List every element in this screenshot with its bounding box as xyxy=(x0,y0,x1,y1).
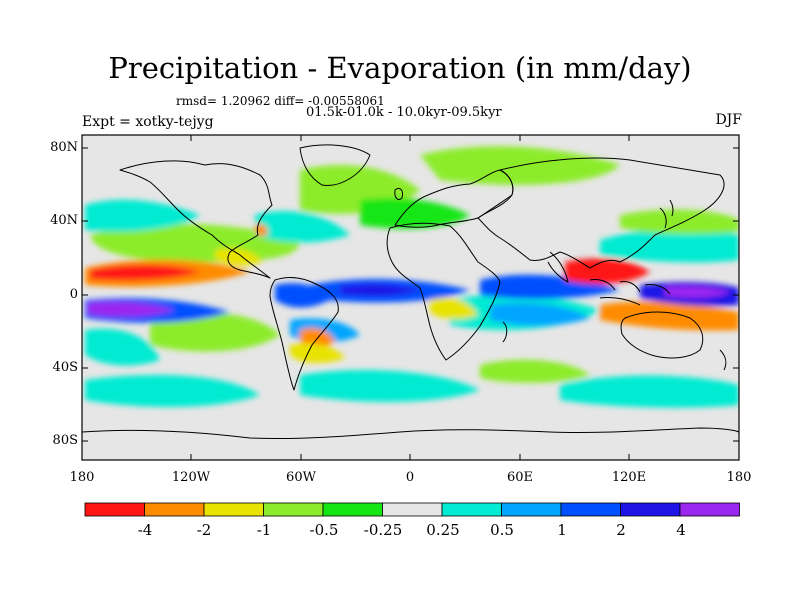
colorbar-label: -0.25 xyxy=(363,521,403,539)
coast-newzealand xyxy=(719,349,727,371)
colorbar-label: 4 xyxy=(676,521,686,539)
patch-npac-cyan xyxy=(85,199,200,232)
lon-label-60e: 60E xyxy=(506,470,534,485)
patch-spac-green xyxy=(150,312,280,352)
patch-sh-green xyxy=(480,359,590,383)
patch-sh-cyan-2 xyxy=(300,370,480,402)
patch-africa-yellow xyxy=(430,298,478,320)
coast-madagascar xyxy=(502,321,508,343)
patch-europe-green xyxy=(360,198,470,229)
coast-south-america xyxy=(269,277,339,391)
colorbar-label: 0.25 xyxy=(426,521,460,539)
lon-label-0: 0 xyxy=(405,470,415,485)
colorbar-label: 0.5 xyxy=(490,521,514,539)
coast-india xyxy=(547,251,569,283)
patch-amazon-blue xyxy=(275,283,330,308)
coast-uk xyxy=(394,187,403,201)
coast-greenland xyxy=(299,144,371,186)
colorbar-label: -0.5 xyxy=(309,521,339,539)
colorbar-swatch xyxy=(84,502,145,517)
patch-wpac-cyan xyxy=(600,228,739,263)
field-patches xyxy=(85,146,739,408)
colorbar-label: -1 xyxy=(256,521,272,539)
lat-label-0: 0 xyxy=(69,287,78,302)
lon-label-60w: 60W xyxy=(286,470,316,485)
patch-sh-cyan-3 xyxy=(560,375,739,408)
patch-usa-orange xyxy=(255,224,268,237)
colorbar-swatch xyxy=(441,502,502,517)
stats-line: rmsd= 1.20962 diff= -0.00558061 xyxy=(176,94,385,108)
period-line: 01.5k-01.0k - 10.0kyr-09.5kyr xyxy=(306,105,502,120)
colorbar-swatch xyxy=(322,502,383,517)
colorbar-swatch xyxy=(382,502,443,517)
patch-brazil-yellow xyxy=(290,343,345,363)
patch-sh-cyan-1 xyxy=(85,375,260,407)
coastlines xyxy=(82,144,739,440)
colorbar-swatch xyxy=(560,502,621,517)
lat-label-40s: 40S xyxy=(52,360,78,375)
colorbar-label: -4 xyxy=(137,521,153,539)
lon-label-120e: 120E xyxy=(611,470,647,485)
lat-label-80n: 80N xyxy=(50,140,78,155)
patch-mex-yellow xyxy=(215,248,262,266)
lon-label-120w: 120W xyxy=(171,470,211,485)
colorbar-swatch xyxy=(144,502,205,517)
colorbar-swatch xyxy=(263,502,324,517)
patch-pac-south-purple xyxy=(88,301,175,317)
colorbar-swatch xyxy=(203,502,264,517)
colorbar-swatch xyxy=(679,502,740,517)
patch-indo-red-2 xyxy=(600,301,739,331)
patch-wpac-green xyxy=(620,209,739,234)
patch-pac-north-red-core xyxy=(90,264,200,281)
patch-indo-red xyxy=(565,258,650,284)
coast-asia xyxy=(477,157,725,269)
coast-africa xyxy=(386,222,501,361)
patch-wpac-purple xyxy=(665,286,730,298)
colorbar-label: 1 xyxy=(557,521,567,539)
colorbar-swatch xyxy=(620,502,681,517)
map-field xyxy=(82,135,739,460)
coast-indonesia xyxy=(589,279,671,306)
colorbar-label: -2 xyxy=(196,521,212,539)
lat-label-80s: 80S xyxy=(52,433,78,448)
coast-australia xyxy=(620,311,704,359)
patch-atl-purple xyxy=(340,283,420,296)
tick-marks xyxy=(82,135,739,460)
season-label: DJF xyxy=(715,112,742,128)
patch-natl-cyan xyxy=(255,211,350,243)
lat-label-40n: 40N xyxy=(50,213,78,228)
colorbar-label: 2 xyxy=(616,521,626,539)
coast-japan xyxy=(659,199,674,229)
patch-spac-cyan xyxy=(85,328,160,366)
coast-north-america xyxy=(119,160,273,279)
lon-label-180w: 180 xyxy=(69,470,95,485)
lon-label-180e: 180 xyxy=(726,470,752,485)
map-title: Precipitation - Evaporation (in mm/day) xyxy=(108,51,692,85)
coast-antarctica xyxy=(82,427,739,440)
experiment-label: Expt = xotky-tejyg xyxy=(82,114,214,130)
patch-indian-blue xyxy=(490,303,590,326)
colorbar xyxy=(84,502,740,517)
colorbar-swatch xyxy=(501,502,562,517)
